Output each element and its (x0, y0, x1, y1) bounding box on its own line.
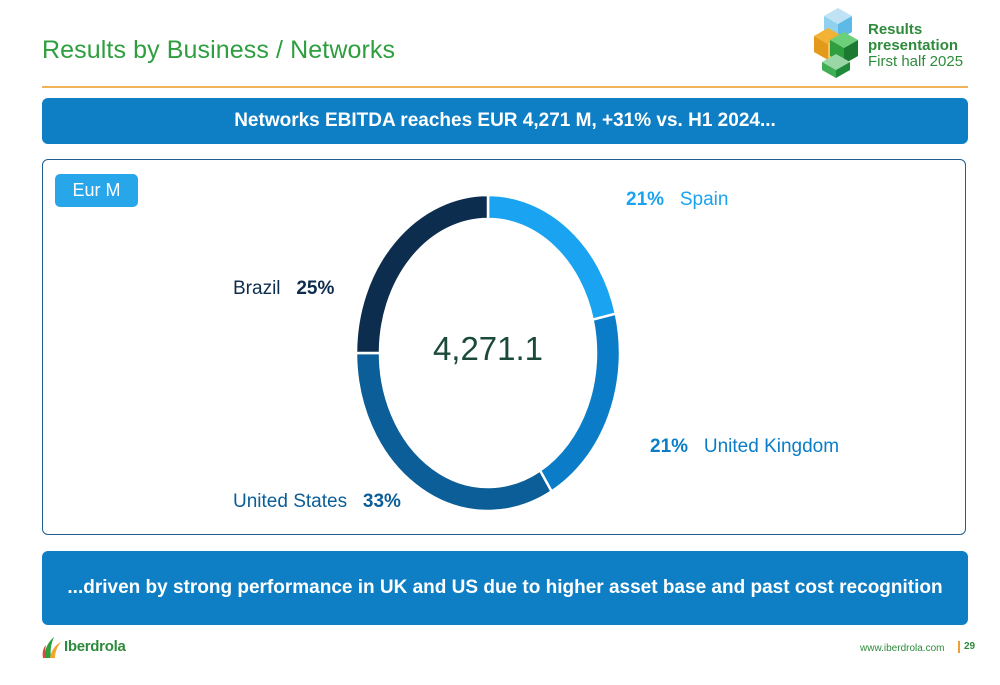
donut-center-total: 4,271.1 (432, 330, 544, 367)
slice-name-united-kingdom: United Kingdom (703, 436, 840, 457)
cube-logo-icon (814, 8, 858, 78)
slice-label-brazil: Brazil 25% (233, 278, 334, 300)
slice-percent-united-states: 33% (362, 491, 401, 512)
brand-wordmark: Iberdrola (64, 638, 126, 655)
slice-percent-united-kingdom: 21% (650, 436, 689, 457)
slice-percent-spain: 21% (626, 189, 665, 210)
donut-slice-brazil (354, 193, 490, 355)
results-badge: Results presentation First half 2025 (814, 6, 994, 80)
badge-line-3: First half 2025 (868, 53, 964, 70)
slice-percent-brazil: 25% (296, 278, 335, 299)
slice-name-united-states: United States (233, 491, 348, 512)
donut-slice-spain (486, 193, 618, 322)
iberdrola-leaf-icon (42, 637, 61, 658)
badge-line-1: Results (868, 21, 923, 38)
slice-label-united-states: United States 33% (233, 491, 401, 513)
slice-label-spain: 21% Spain (626, 189, 728, 211)
conclusion-banner: ...driven by strong performance in UK an… (42, 551, 968, 625)
donut-slice-united-states (354, 351, 554, 513)
iberdrola-logo: Iberdrola (42, 634, 126, 660)
headline-banner: Networks EBITDA reaches EUR 4,271 M, +31… (42, 98, 968, 144)
page-number: 29 (958, 641, 975, 653)
badge-line-2: presentation (868, 37, 959, 54)
slice-name-brazil: Brazil (233, 278, 281, 299)
chart-panel (42, 159, 966, 535)
badge-text: Results presentation First half 2025 (868, 22, 963, 70)
slice-label-united-kingdom: 21% United Kingdom (650, 436, 839, 458)
footer-url[interactable]: www.iberdrola.com (860, 643, 945, 654)
unit-tag: Eur M (55, 174, 138, 207)
title-divider (42, 86, 968, 88)
page-title: Results by Business / Networks (42, 36, 396, 64)
slice-name-spain: Spain (679, 189, 729, 210)
